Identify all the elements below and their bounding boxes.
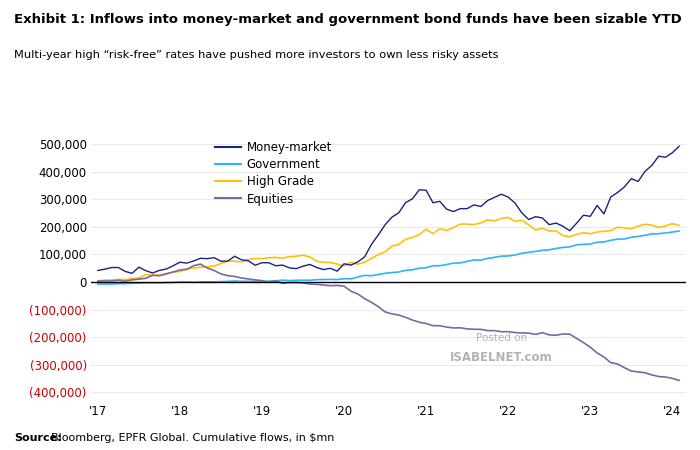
Text: Posted on: Posted on <box>476 333 527 343</box>
Legend: Money-market, Government, High Grade, Equities: Money-market, Government, High Grade, Eq… <box>210 136 337 210</box>
Text: ISABELNET.com: ISABELNET.com <box>450 351 553 364</box>
Text: Bloomberg, EPFR Global. Cumulative flows, in $mn: Bloomberg, EPFR Global. Cumulative flows… <box>51 433 335 443</box>
Text: Exhibit 1: Inflows into money-market and government bond funds have been sizable: Exhibit 1: Inflows into money-market and… <box>14 14 682 27</box>
Text: Source:: Source: <box>14 433 62 443</box>
Text: Multi-year high “risk-free” rates have pushed more investors to own less risky a: Multi-year high “risk-free” rates have p… <box>14 50 498 59</box>
